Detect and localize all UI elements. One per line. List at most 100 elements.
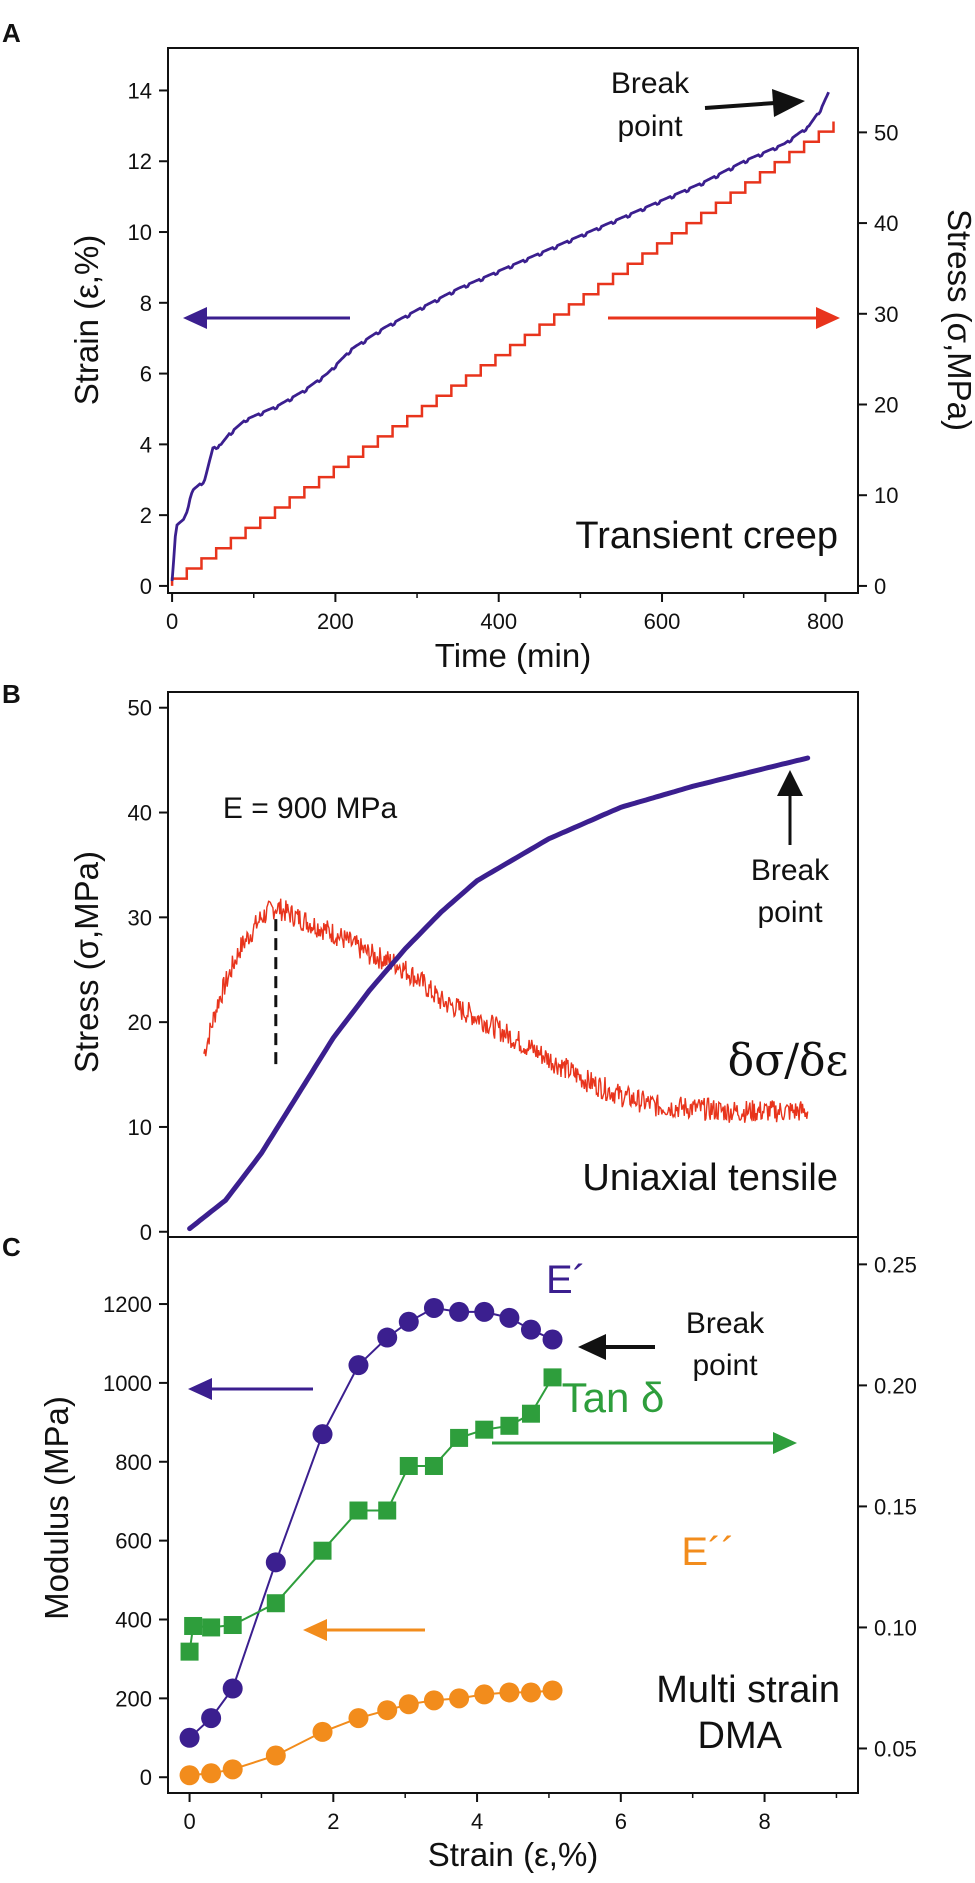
panel-c-storage-point xyxy=(398,1311,419,1332)
panel-c-left-tick-label: 0 xyxy=(140,1765,152,1790)
panel-c-tan-point xyxy=(399,1456,418,1475)
panel-b-modulus-label: E = 900 MPa xyxy=(223,792,398,825)
panel-c-break-label-line2: point xyxy=(692,1349,758,1382)
panel-c-tan-point xyxy=(184,1616,203,1635)
panel-c-tan-point xyxy=(450,1428,469,1447)
panel-c-loss-point xyxy=(265,1745,286,1766)
panel-c-loss-point xyxy=(222,1759,243,1780)
panel-c-loss-line xyxy=(189,1689,553,1777)
panel-c-loss-point xyxy=(179,1765,200,1786)
panel-c-x-axis-title: Strain (ε,%) xyxy=(428,1836,599,1873)
panel-c-tan-point xyxy=(521,1404,540,1423)
panel-c-loss-point xyxy=(423,1690,444,1711)
panel-c-break-arrow xyxy=(578,1334,655,1360)
panel-a-break-label-line2: point xyxy=(617,110,683,143)
panel-a-x-tick-label: 0 xyxy=(166,609,178,634)
panel-c-storage-line xyxy=(188,1306,553,1739)
panel-a-right-tick-label: 30 xyxy=(874,302,898,327)
panel-c-tan-point xyxy=(378,1501,397,1520)
panel-c-tan-label: Tan δ xyxy=(562,1374,665,1421)
panel-b-y-tick-label: 10 xyxy=(128,1115,152,1140)
panel-c-right-tick-label: 0.15 xyxy=(874,1494,917,1519)
panel-a-right-arrow xyxy=(608,307,840,329)
panel-c-right-tick-label: 0.05 xyxy=(874,1736,917,1761)
panel-a-break-label-line1: Break xyxy=(611,67,690,100)
panel-b-series xyxy=(187,755,811,1232)
panel-c-tan-point xyxy=(313,1541,332,1560)
panel-c-tan-point xyxy=(475,1420,494,1439)
panel-c-x-tick-label: 4 xyxy=(471,1809,483,1834)
panel-b-break-arrow xyxy=(777,770,803,845)
panel-c-storage-arrow xyxy=(188,1378,313,1400)
panel-c-y-axis-title: Modulus (MPa) xyxy=(38,1396,75,1620)
panel-b-break-label-line2: point xyxy=(757,896,823,929)
panel-c-label-line1: Multi strain xyxy=(656,1669,840,1711)
panel-a-label: Transient creep xyxy=(575,515,838,557)
panel-b-letter: B xyxy=(2,679,21,709)
panel-c-storage-label: E´ xyxy=(546,1258,586,1302)
panel-b-derivative-label: δσ/δε xyxy=(728,1035,849,1086)
panel-c: C 0 2 4 6 8 0 200 400 600 800 1000 1200 0.05 0.10 0.15… xyxy=(2,1232,917,1873)
panel-c-loss-label: E´´ xyxy=(681,1530,734,1574)
panel-c-storage-point xyxy=(499,1307,520,1328)
panel-c-series xyxy=(179,1297,563,1786)
panel-c-loss-point xyxy=(499,1682,520,1703)
panel-c-loss-point xyxy=(201,1763,222,1784)
panel-c-loss-point xyxy=(449,1688,470,1709)
panel-b-y-tick-label: 50 xyxy=(128,696,152,721)
panel-a-left-arrow xyxy=(183,307,350,329)
panel-c-loss-arrow xyxy=(303,1619,425,1641)
panel-c-loss-point xyxy=(474,1684,495,1705)
panel-c-right-tick-label: 0.20 xyxy=(874,1373,917,1398)
panel-c-left-tick-label: 1000 xyxy=(103,1371,152,1396)
panel-a-left-tick-label: 12 xyxy=(128,149,152,174)
panel-c-storage-point xyxy=(222,1678,243,1699)
panel-c-left-tick-label: 400 xyxy=(115,1607,152,1632)
panel-c-tan-line xyxy=(188,1376,554,1652)
panel-c-storage-point xyxy=(348,1355,369,1376)
panel-c-x-tick-label: 2 xyxy=(327,1809,339,1834)
panel-b-stress-series xyxy=(187,755,811,1232)
panel-b-y-tick-label: 20 xyxy=(128,1010,152,1035)
panel-a-right-tick-label: 50 xyxy=(874,120,898,145)
panel-a-right-axis-title: Stress (σ,MPa) xyxy=(941,209,975,431)
panel-c-storage-point xyxy=(377,1327,398,1348)
panel-a-left-tick-label: 14 xyxy=(128,78,152,103)
panel-a-right-tick-label: 0 xyxy=(874,574,886,599)
panel-c-left-tick-label: 800 xyxy=(115,1450,152,1475)
panel-c-right-tick-label: 0.25 xyxy=(874,1252,917,1277)
panel-a-frame xyxy=(167,47,859,594)
panel-c-loss-point xyxy=(398,1694,419,1715)
panel-b-derivative-series xyxy=(203,898,809,1123)
panel-b-y-tick-label: 0 xyxy=(140,1220,152,1245)
panel-a-left-tick-label: 10 xyxy=(128,220,152,245)
panel-a-stress-series xyxy=(170,121,835,586)
panel-c-tan-point xyxy=(424,1456,443,1475)
panel-a-left-tick-label: 4 xyxy=(140,432,152,457)
panel-a-right-tick-label: 40 xyxy=(874,211,898,236)
panel-a-left-tick-label: 0 xyxy=(140,574,152,599)
panel-a-x-tick-label: 600 xyxy=(644,609,681,634)
panel-b-ticks: 0 10 20 30 40 50 xyxy=(128,696,168,1245)
panel-c-storage-point xyxy=(312,1424,333,1445)
panel-a-right-tick-label: 10 xyxy=(874,483,898,508)
panel-c-storage-point xyxy=(520,1319,541,1340)
panel-c-loss-point xyxy=(520,1682,541,1703)
panel-c-tan-point xyxy=(202,1618,221,1637)
panel-a-x-axis-title: Time (min) xyxy=(435,637,591,674)
panel-c-tan-point xyxy=(180,1642,199,1661)
panel-b-break-label-line1: Break xyxy=(751,854,830,887)
panel-c-left-tick-label: 200 xyxy=(115,1686,152,1711)
panel-b-y-axis-title: Stress (σ,MPa) xyxy=(68,851,105,1073)
panel-c-storage-point xyxy=(179,1727,200,1748)
panel-a-right-tick-label: 20 xyxy=(874,392,898,417)
panel-b-label: Uniaxial tensile xyxy=(582,1157,838,1199)
panel-b-y-tick-label: 40 xyxy=(128,801,152,826)
panel-a-left-axis-title: Strain (ε,%) xyxy=(68,235,105,406)
panel-c-x-tick-label: 0 xyxy=(183,1809,195,1834)
panel-c-tan-point xyxy=(500,1416,519,1435)
panel-a-x-tick-label: 200 xyxy=(317,609,354,634)
panel-a-x-tick-label: 800 xyxy=(807,609,844,634)
panel-c-tan-point xyxy=(266,1594,285,1613)
